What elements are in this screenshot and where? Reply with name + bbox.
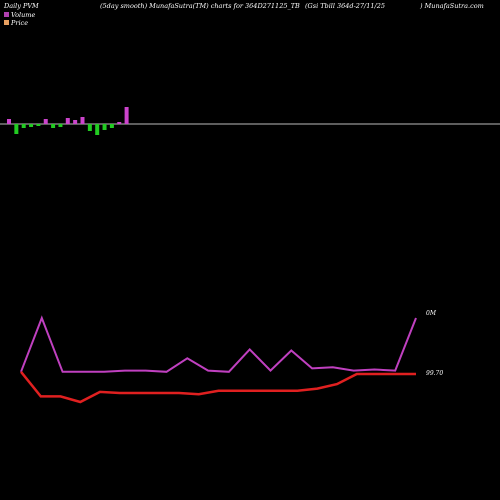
legend-swatch-price: [4, 20, 9, 25]
volume-bar: [73, 120, 78, 124]
chart-title-center: (5day smooth) MunafaSutra(TM) charts for…: [100, 2, 300, 10]
chart-title-right: (Gsi Tbill 364d-27/11/25: [305, 2, 385, 10]
volume-bar: [36, 124, 41, 126]
legend-label-volume: Volume: [11, 11, 35, 19]
volume-bar: [7, 119, 11, 124]
chart-title-left: Daily PVM: [3, 2, 39, 10]
volume-bar: [65, 118, 70, 124]
volume-bar: [58, 124, 63, 127]
volume-bars: [7, 107, 129, 135]
volume-bar: [117, 122, 122, 124]
volume-bar: [43, 119, 48, 124]
price-axis-label: 99.70: [426, 370, 443, 377]
legend-label-price: Price: [10, 19, 28, 27]
volume-bar: [80, 117, 85, 124]
series-line-volume: [20, 315, 417, 373]
volume-bar: [14, 124, 19, 134]
volume-bar: [51, 124, 56, 128]
volume-bar: [29, 124, 34, 127]
volume-bar: [95, 124, 100, 135]
volume-bar: [21, 124, 26, 128]
series-line-price: [20, 371, 416, 404]
volume-bar: [124, 107, 129, 124]
volume-bar: [102, 124, 107, 130]
legend-swatch-volume: [4, 12, 9, 17]
volume-bar: [87, 124, 92, 131]
volume-axis-label: 0M: [426, 310, 437, 317]
volume-bar: [109, 124, 114, 128]
chart-title-site: ) MunafaSutra.com: [419, 2, 484, 10]
